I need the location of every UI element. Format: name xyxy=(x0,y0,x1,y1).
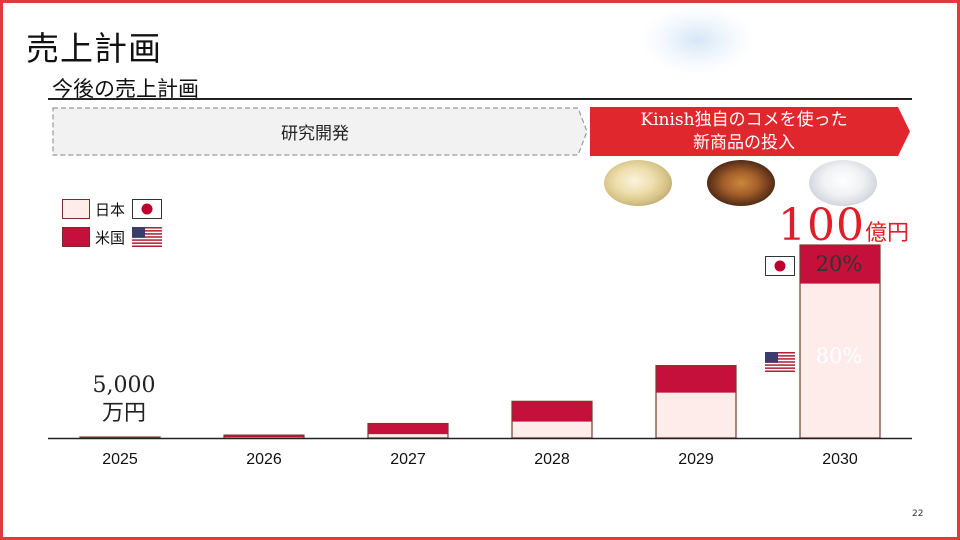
phase-arrow-new-products-shape xyxy=(590,107,910,156)
bar-japan-2027 xyxy=(368,423,448,435)
bar-japan-2028 xyxy=(512,401,592,422)
section-subtitle: 今後の売上計画 xyxy=(52,77,199,101)
phase-label-new-products: Kinish独自のコメを使った 新商品の投入 xyxy=(640,109,848,153)
total-2030-label: 100億円 xyxy=(778,200,909,251)
total-2030-unit: 億円 xyxy=(864,221,909,246)
background-glow xyxy=(640,5,755,75)
x-tick-label-2026: 2026 xyxy=(246,451,282,468)
x-tick-label-2029: 2029 xyxy=(678,451,714,468)
bar-japan-2026 xyxy=(224,435,304,438)
legend-swatch-us xyxy=(62,227,90,247)
usa-flag-icon xyxy=(765,352,795,372)
total-2030-value: 100 xyxy=(778,200,865,251)
page-title: 売上計画 xyxy=(26,29,162,68)
bar-japan-2030 xyxy=(800,245,880,284)
japan-flag-icon xyxy=(132,199,162,219)
share-label-us: 80% xyxy=(815,344,863,368)
legend-label-japan: 日本 xyxy=(95,201,126,219)
amount-label-2025: 5,000 万円 xyxy=(92,373,156,426)
share-label-japan: 20% xyxy=(815,252,863,276)
bar-us-2029 xyxy=(656,392,736,438)
legend-item-japan: 日本 xyxy=(62,197,172,221)
ice-cream-photo xyxy=(604,160,672,206)
bar-us-2030 xyxy=(800,283,880,438)
legend-label-us: 米国 xyxy=(95,229,126,247)
usa-flag-icon xyxy=(132,227,162,247)
x-tick-label-2027: 2027 xyxy=(390,451,426,468)
phase-label-research: 研究開発 xyxy=(281,124,349,144)
page-number: 22 xyxy=(912,509,924,519)
bar-us-2027 xyxy=(368,434,448,438)
legend-swatch-japan xyxy=(62,199,90,219)
bar-japan-2029 xyxy=(656,365,736,393)
subtitle-underline xyxy=(48,98,912,100)
yogurt-photo xyxy=(809,160,877,206)
legend-item-us: 米国 xyxy=(62,225,172,249)
japan-flag-icon xyxy=(765,256,795,276)
sweets-photo xyxy=(707,160,775,206)
x-tick-label-2025: 2025 xyxy=(102,451,138,468)
phase-arrow-new-products: Kinish独自のコメを使った 新商品の投入 xyxy=(590,107,910,156)
x-tick-label-2028: 2028 xyxy=(534,451,570,468)
bar-us-2028 xyxy=(512,421,592,438)
x-tick-label-2030: 2030 xyxy=(822,451,858,468)
phase-arrow-research-shape xyxy=(52,107,588,156)
phase-arrow-research: 研究開発 xyxy=(52,107,588,156)
